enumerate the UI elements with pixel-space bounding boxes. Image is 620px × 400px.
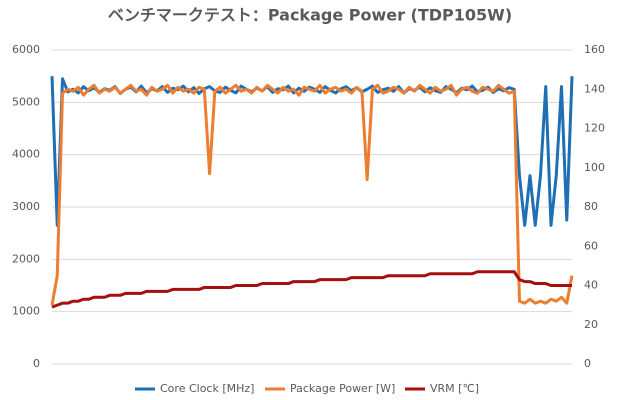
y2-tick-label: 140 xyxy=(584,82,605,95)
y-tick-label: 2000 xyxy=(12,252,40,265)
y2-tick-label: 40 xyxy=(584,279,598,292)
y2-tick-label: 20 xyxy=(584,318,598,331)
y-tick-label: 4000 xyxy=(12,148,40,161)
y2-tick-label: 60 xyxy=(584,239,598,252)
y2-tick-label: 80 xyxy=(584,200,598,213)
y-tick-label: 1000 xyxy=(12,305,40,318)
y-tick-label: 5000 xyxy=(12,95,40,108)
y2-tick-label: 0 xyxy=(584,357,591,370)
y2-tick-label: 120 xyxy=(584,122,605,135)
y2-tick-label: 160 xyxy=(584,43,605,56)
y-tick-label: 0 xyxy=(33,357,40,370)
series-line xyxy=(50,83,574,306)
y-tick-label: 3000 xyxy=(12,200,40,213)
legend-label: Package Power [W] xyxy=(290,382,395,395)
series-line xyxy=(51,270,572,309)
legend-label: VRM [℃] xyxy=(430,382,479,395)
y2-tick-label: 100 xyxy=(584,161,605,174)
chart-title: ベンチマークテスト：Package Power (TDP105W) xyxy=(108,6,512,25)
y-tick-label: 6000 xyxy=(12,43,40,56)
legend-label: Core Clock [MHz] xyxy=(160,382,254,395)
